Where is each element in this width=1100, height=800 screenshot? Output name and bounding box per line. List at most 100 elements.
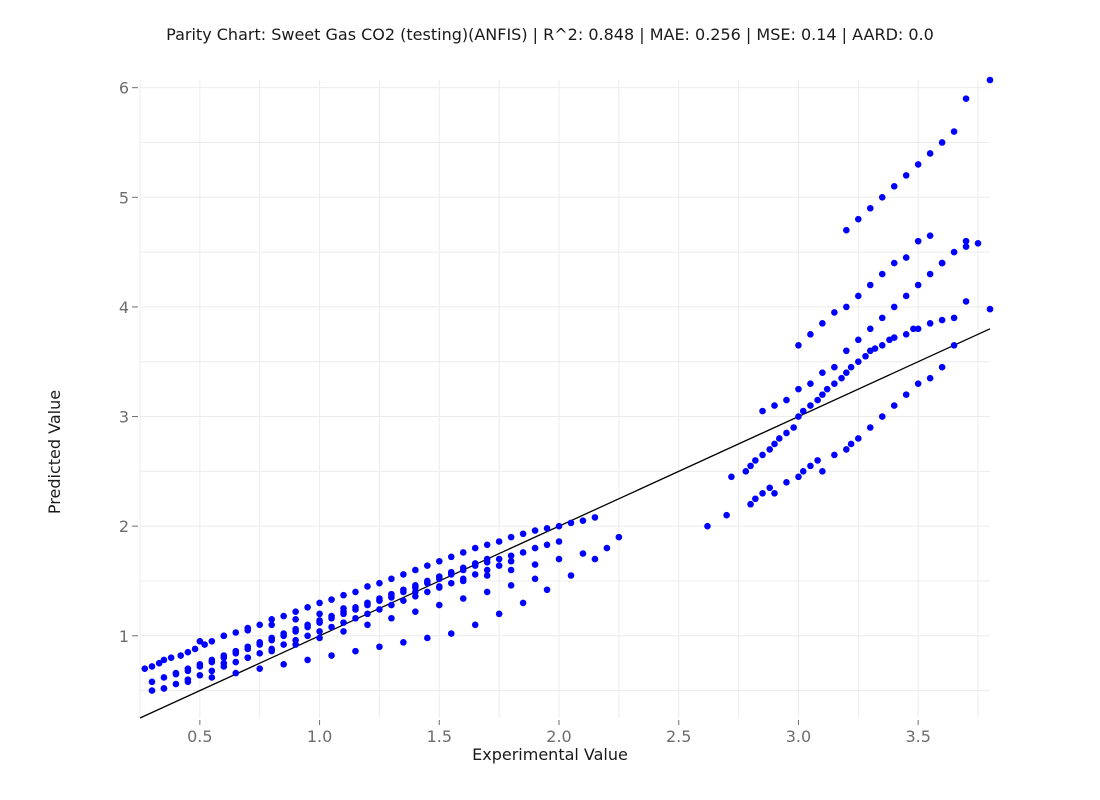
data-point <box>890 183 898 190</box>
data-point <box>256 665 264 672</box>
data-point <box>771 489 778 497</box>
data-point <box>220 652 228 659</box>
data-point <box>747 500 754 508</box>
data-point <box>304 632 311 640</box>
data-point <box>471 621 479 629</box>
data-point <box>292 641 299 648</box>
data-point <box>148 687 156 694</box>
data-point <box>819 468 826 475</box>
data-point <box>938 139 946 146</box>
data-point <box>831 363 838 371</box>
data-point <box>855 358 862 366</box>
x-tick-label: 2.5 <box>666 727 691 746</box>
data-point <box>759 407 766 415</box>
data-point <box>795 473 802 481</box>
data-point <box>603 544 611 552</box>
data-point <box>155 659 163 667</box>
data-point <box>364 583 371 590</box>
data-point <box>400 571 407 578</box>
data-point <box>766 484 774 492</box>
data-point <box>364 610 371 618</box>
data-point <box>962 298 970 305</box>
data-point <box>847 440 855 448</box>
data-point <box>938 316 946 324</box>
data-point <box>843 303 850 311</box>
data-point <box>400 597 407 605</box>
data-point <box>771 440 778 448</box>
data-point <box>424 588 431 596</box>
data-point <box>483 566 491 574</box>
data-point <box>160 685 168 692</box>
data-point <box>902 331 910 338</box>
data-point <box>495 562 503 569</box>
data-point <box>914 237 922 245</box>
x-tick-label: 0.5 <box>187 727 212 746</box>
data-point <box>890 402 898 409</box>
data-point <box>400 639 407 646</box>
data-point <box>728 473 735 481</box>
data-point <box>783 429 790 437</box>
data-point <box>747 462 754 470</box>
data-point <box>910 325 917 333</box>
data-point <box>304 603 311 611</box>
data-point <box>447 630 455 637</box>
data-point <box>855 435 862 442</box>
data-point <box>340 605 347 612</box>
data-point <box>950 341 958 349</box>
data-point <box>172 669 180 677</box>
data-point <box>555 522 563 530</box>
data-point <box>328 612 335 620</box>
data-point <box>459 595 467 602</box>
data-point <box>819 369 826 376</box>
x-tick-label: 1.5 <box>427 727 452 746</box>
data-point <box>795 413 802 420</box>
data-point <box>855 215 862 223</box>
data-point <box>878 314 886 322</box>
data-point <box>268 616 275 623</box>
data-point <box>148 663 156 670</box>
data-point <box>172 680 180 688</box>
data-point <box>783 479 790 486</box>
data-point <box>184 648 192 656</box>
data-point <box>814 457 821 464</box>
data-point <box>495 555 503 563</box>
data-point <box>471 544 479 552</box>
data-point <box>435 573 443 580</box>
data-point <box>364 599 371 607</box>
data-point <box>244 643 252 651</box>
data-point <box>268 647 275 655</box>
data-point <box>742 468 750 475</box>
data-point <box>328 596 335 603</box>
data-point <box>184 678 192 686</box>
data-point <box>814 396 821 404</box>
data-point <box>232 647 240 655</box>
data-point <box>567 519 575 527</box>
data-point <box>256 621 264 629</box>
data-point <box>819 391 826 398</box>
x-tick-label: 3.5 <box>905 727 930 746</box>
data-point <box>838 374 845 382</box>
data-point <box>723 511 730 519</box>
data-point <box>141 665 149 672</box>
data-point <box>962 243 970 250</box>
data-point <box>400 586 407 594</box>
data-point <box>819 320 826 327</box>
data-points <box>141 76 994 694</box>
data-point <box>208 667 216 675</box>
data-point <box>388 614 395 622</box>
data-point <box>926 270 934 278</box>
data-point <box>316 617 323 624</box>
data-point <box>483 555 491 563</box>
data-point <box>208 637 216 645</box>
data-point <box>543 586 551 594</box>
data-point <box>459 549 467 556</box>
data-point <box>902 172 910 179</box>
data-point <box>232 669 240 677</box>
data-point <box>435 601 443 609</box>
data-point <box>256 650 264 657</box>
data-point <box>950 248 958 256</box>
data-point <box>447 553 455 561</box>
data-point <box>914 281 922 289</box>
data-point <box>244 654 252 662</box>
data-point <box>579 517 587 524</box>
